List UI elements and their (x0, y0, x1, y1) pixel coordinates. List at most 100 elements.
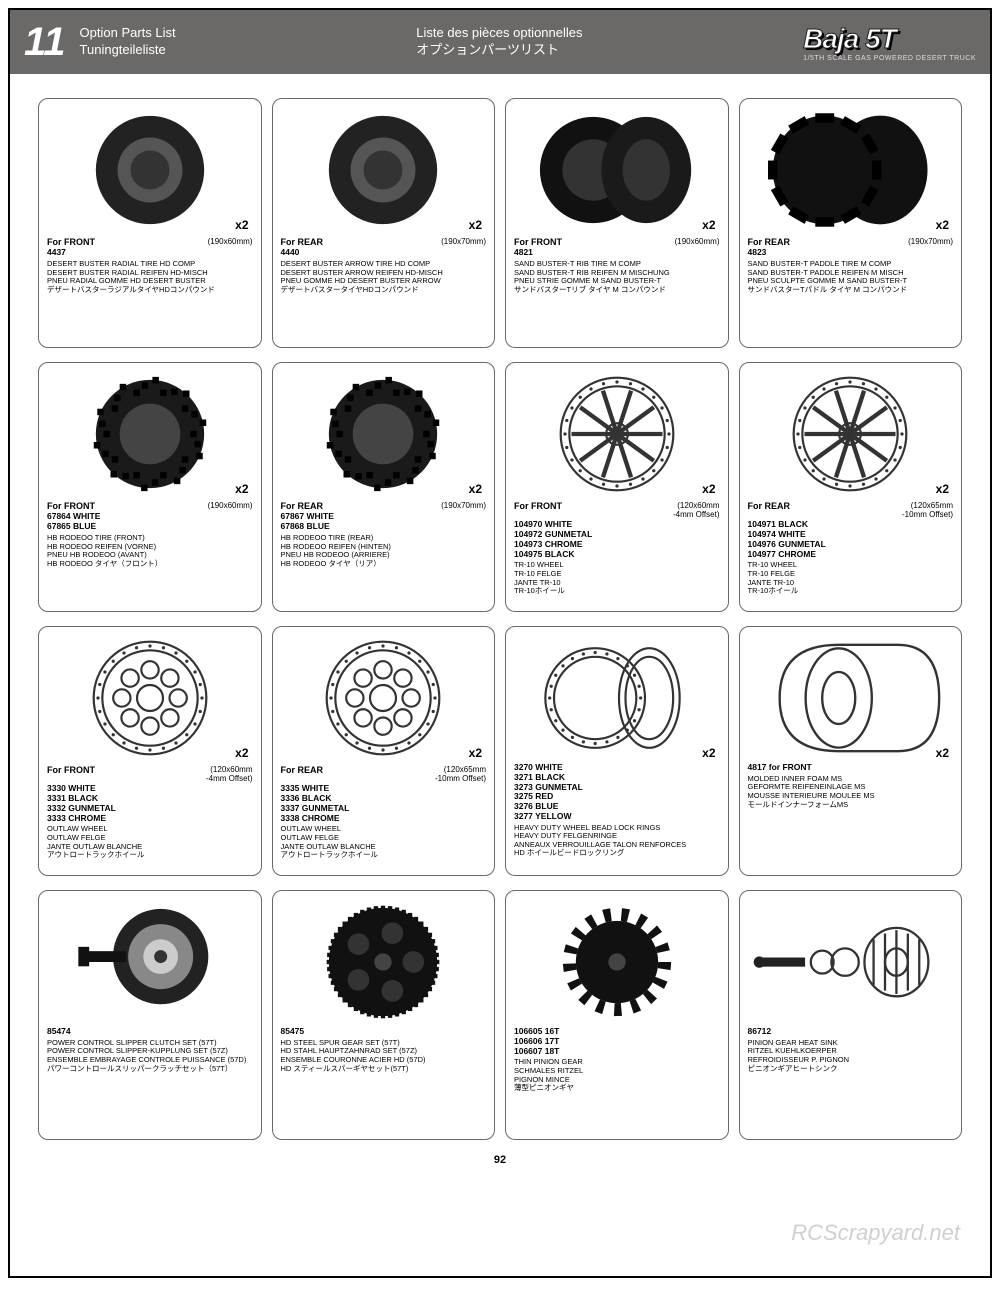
card-size: (120x60mm -4mm Offset) (673, 501, 720, 519)
card-meta: For REAR (120x65mm -10mm Offset) (748, 501, 954, 519)
title-de: Tuningteileliste (80, 42, 397, 59)
title-jp: オプションパーツリスト (416, 42, 803, 59)
card-qty: x2 (469, 219, 482, 233)
card-image: x2 (514, 369, 720, 499)
card-image: x2 (281, 633, 487, 763)
header-titles: Option Parts List Liste des pièces optio… (80, 25, 804, 59)
card-codes: 3270 WHITE 3271 BLACK 3273 GUNMETAL 3275… (514, 763, 720, 822)
card-qty: x2 (702, 219, 715, 233)
card-desc: OUTLAW WHEEL OUTLAW FELGE JANTE OUTLAW B… (47, 825, 253, 860)
card-size: (190x70mm) (441, 501, 486, 511)
card-qty: x2 (469, 747, 482, 761)
part-card: x2 For FRONT (190x60mm) 67864 WHITE 6786… (38, 362, 262, 612)
card-qty: x2 (936, 219, 949, 233)
card-meta: For FRONT (190x60mm) (514, 237, 720, 247)
card-codes: 4817 for FRONT (748, 763, 954, 773)
card-qty: x2 (702, 483, 715, 497)
section-number: 11 (24, 20, 66, 65)
card-qty: x2 (235, 219, 248, 233)
card-codes: 67864 WHITE 67865 BLUE (47, 512, 253, 532)
card-position: For REAR (281, 765, 324, 783)
card-position: For FRONT (514, 501, 562, 519)
card-codes: 3330 WHITE 3331 BLACK 3332 GUNMETAL 3333… (47, 784, 253, 823)
card-image (281, 897, 487, 1027)
card-qty: x2 (936, 747, 949, 761)
card-desc: SAND BUSTER-T RIB TIRE M COMP SAND BUSTE… (514, 260, 720, 295)
card-desc: DESERT BUSTER ARROW TIRE HD COMP DESERT … (281, 260, 487, 295)
title-fr: Liste des pièces optionnelles (416, 25, 803, 42)
page-header: 11 Option Parts List Liste des pièces op… (10, 10, 990, 74)
card-qty: x2 (235, 747, 248, 761)
card-meta: For REAR (190x70mm) (281, 501, 487, 511)
watermark: RCScrapyard.net (791, 1220, 960, 1246)
card-image: x2 (748, 633, 954, 763)
card-size: (120x65mm -10mm Offset) (902, 501, 953, 519)
card-desc: HB RODEOO TIRE (FRONT) HB RODEOO REIFEN … (47, 534, 253, 569)
card-desc: THIN PINION GEAR SCHMALES RITZEL PIGNON … (514, 1058, 720, 1093)
part-card: x2 For REAR (190x70mm) 67867 WHITE 67868… (272, 362, 496, 612)
part-card: x2 For FRONT (190x60mm) 4821 SAND BUSTER… (505, 98, 729, 348)
card-qty: x2 (235, 483, 248, 497)
title-en: Option Parts List (80, 25, 397, 42)
card-desc: HD STEEL SPUR GEAR SET (57T) HD STAHL HA… (281, 1039, 487, 1074)
card-meta: For FRONT (120x60mm -4mm Offset) (514, 501, 720, 519)
card-position: For FRONT (47, 237, 95, 247)
card-image (47, 897, 253, 1027)
card-image: x2 (514, 633, 720, 763)
card-position: For FRONT (514, 237, 562, 247)
card-meta: For REAR (190x70mm) (748, 237, 954, 247)
card-codes: 67867 WHITE 67868 BLUE (281, 512, 487, 532)
card-image: x2 (514, 105, 720, 235)
card-position: For REAR (281, 237, 324, 247)
card-image: x2 (47, 369, 253, 499)
part-card: 85475 HD STEEL SPUR GEAR SET (57T) HD ST… (272, 890, 496, 1140)
card-qty: x2 (936, 483, 949, 497)
card-desc: HB RODEOO TIRE (REAR) HB RODEOO REIFEN (… (281, 534, 487, 569)
part-card: x2 For REAR (120x65mm -10mm Offset) 1049… (739, 362, 963, 612)
card-size: (190x60mm) (208, 501, 253, 511)
card-position: For FRONT (47, 765, 95, 783)
part-card: 86712 PINION GEAR HEAT SINK RITZEL KUEHL… (739, 890, 963, 1140)
brand-name: Baja 5T (803, 23, 976, 55)
card-image: x2 (748, 105, 954, 235)
card-size: (190x70mm) (908, 237, 953, 247)
card-codes: 4823 (748, 248, 954, 258)
card-meta: For FRONT (190x60mm) (47, 237, 253, 247)
part-card: x2 For FRONT (120x60mm -4mm Offset) 1049… (505, 362, 729, 612)
part-card: x2 For FRONT (190x60mm) 4437 DESERT BUST… (38, 98, 262, 348)
card-desc: OUTLAW WHEEL OUTLAW FELGE JANTE OUTLAW B… (281, 825, 487, 860)
card-meta: For REAR (190x70mm) (281, 237, 487, 247)
page-number: 92 (10, 1154, 990, 1166)
part-card: x2 4817 for FRONT MOLDED INNER FOAM MS G… (739, 626, 963, 876)
card-codes: 4821 (514, 248, 720, 258)
card-position: For REAR (748, 501, 791, 519)
part-card: x2 For REAR (190x70mm) 4823 SAND BUSTER-… (739, 98, 963, 348)
card-codes: 85475 (281, 1027, 487, 1037)
card-position: For REAR (281, 501, 324, 511)
card-image (514, 897, 720, 1027)
card-image: x2 (281, 105, 487, 235)
card-qty: x2 (469, 483, 482, 497)
card-image: x2 (47, 105, 253, 235)
card-position: For REAR (748, 237, 791, 247)
card-desc: SAND BUSTER-T PADDLE TIRE M COMP SAND BU… (748, 260, 954, 295)
card-meta: For FRONT (190x60mm) (47, 501, 253, 511)
card-codes: 104971 BLACK 104974 WHITE 104976 GUNMETA… (748, 520, 954, 559)
card-image: x2 (748, 369, 954, 499)
part-card: x2 For REAR (120x65mm -10mm Offset) 3335… (272, 626, 496, 876)
card-codes: 104970 WHITE 104972 GUNMETAL 104973 CHRO… (514, 520, 720, 559)
part-card: x2 3270 WHITE 3271 BLACK 3273 GUNMETAL 3… (505, 626, 729, 876)
part-card: 106605 16T 106606 17T 106607 18T THIN PI… (505, 890, 729, 1140)
card-codes: 85474 (47, 1027, 253, 1037)
card-desc: TR-10 WHEEL TR-10 FELGE JANTE TR-10 TR-1… (748, 561, 954, 596)
card-desc: TR-10 WHEEL TR-10 FELGE JANTE TR-10 TR-1… (514, 561, 720, 596)
card-size: (190x60mm) (208, 237, 253, 247)
card-qty: x2 (702, 747, 715, 761)
card-image (748, 897, 954, 1027)
card-meta: For REAR (120x65mm -10mm Offset) (281, 765, 487, 783)
card-size: (120x65mm -10mm Offset) (435, 765, 486, 783)
card-desc: HEAVY DUTY WHEEL BEAD LOCK RINGS HEAVY D… (514, 824, 720, 859)
card-image: x2 (47, 633, 253, 763)
brand-logo: Baja 5T 1/5TH SCALE GAS POWERED DESERT T… (803, 23, 976, 62)
card-codes: 4437 (47, 248, 253, 258)
